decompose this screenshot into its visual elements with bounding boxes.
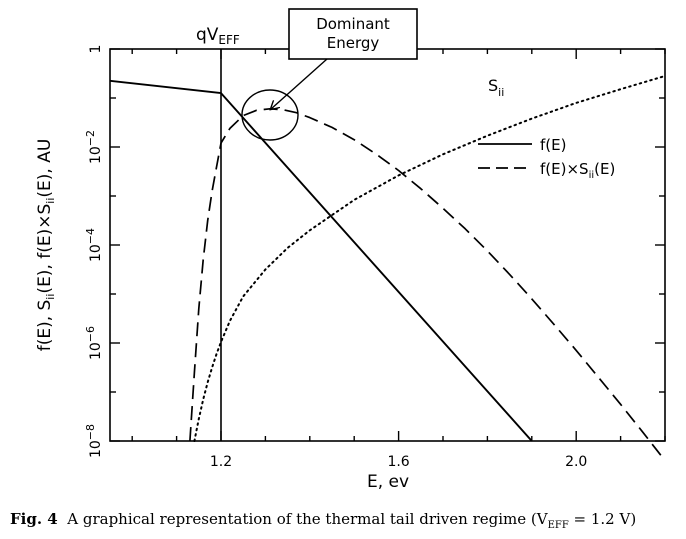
x-tick-label: 1.6 <box>387 454 409 470</box>
y-tick-label: 10−8 <box>84 424 104 458</box>
series-layer <box>109 75 666 462</box>
y-tick-label: 1 <box>88 45 104 54</box>
y-axis-label: f(E), Sii(E), f(E)×Sii(E), AU <box>35 139 57 352</box>
x-tick-label: 1.2 <box>210 454 232 470</box>
callout-box <box>288 8 418 60</box>
caption-sub: EFF <box>547 520 569 531</box>
series-dotted-line <box>193 75 666 442</box>
x-axis-label: E, ev <box>367 472 409 492</box>
callout-line-2: Energy <box>327 34 380 52</box>
y-tick-labels: 1 10−2 10−4 10−6 10−8 <box>84 45 104 458</box>
series-solid-line <box>109 79 533 442</box>
y-tick-label: 10−6 <box>84 326 104 360</box>
callout-line-1: Dominant <box>316 15 390 33</box>
caption-text: A graphical representation of the therma… <box>67 510 548 528</box>
figure-caption: Fig. 4 A graphical representation of the… <box>10 510 676 531</box>
x-ticks: 1.2 1.6 2.0 <box>131 49 666 470</box>
y-ticks <box>110 48 665 442</box>
s-series-label: Sii <box>488 76 504 99</box>
qveff-label: qVEFF <box>196 25 240 47</box>
legend-label-solid: f(E) <box>540 136 566 154</box>
dominant-energy-circle <box>241 89 299 141</box>
caption-fig-label: Fig. 4 <box>10 510 58 528</box>
legend-label-dashed: f(E)×Sii(E) <box>540 160 615 181</box>
y-tick-label: 10−4 <box>84 228 104 262</box>
x-tick-label: 2.0 <box>565 454 587 470</box>
callout-arrow <box>271 58 328 109</box>
chart: 1.2 1.6 2.0 1 10−2 10−4 10−6 10−8 qVEFF Domina… <box>35 8 666 492</box>
caption-tail: = 1.2 V) <box>568 510 637 528</box>
legend: f(E) f(E)×Sii(E) <box>478 136 615 181</box>
y-tick-label: 10−2 <box>84 130 104 164</box>
plot-frame <box>109 48 666 442</box>
series-dashed-line <box>189 107 666 462</box>
